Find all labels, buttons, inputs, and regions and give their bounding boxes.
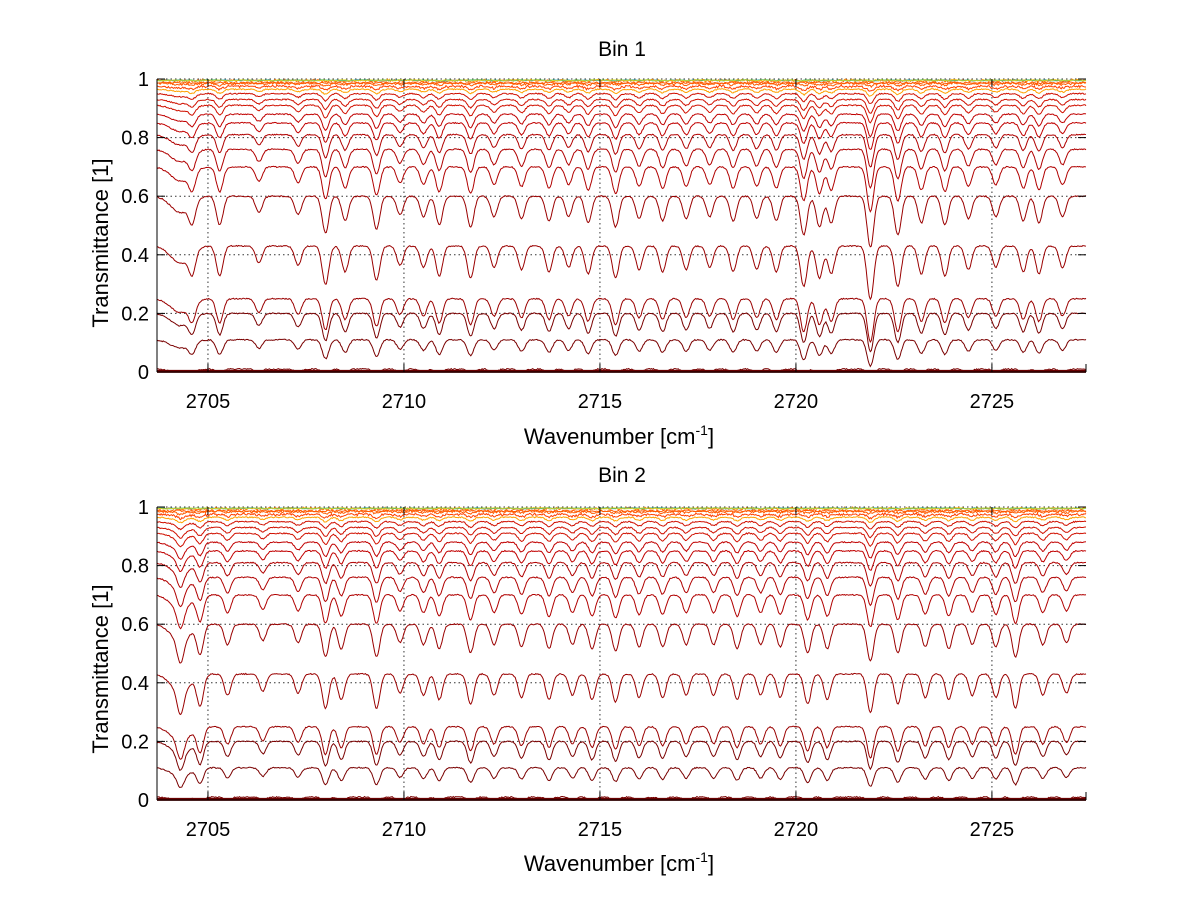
chart-title: Bin 2 (598, 464, 646, 487)
x-axis-label-superscript: -1 (696, 422, 709, 438)
x-axis-label-superscript: -1 (696, 849, 709, 865)
x-axis-label-end: ] (708, 851, 714, 876)
y-axis-label: Transmittance [1] (88, 158, 113, 327)
x-axis-label: Wavenumber [cm-1] (524, 849, 714, 876)
y-tick-label: 1 (138, 497, 149, 519)
series-line (156, 561, 1087, 588)
y-tick-label: 0.2 (121, 731, 149, 753)
series-line (156, 338, 1087, 368)
series-line (156, 520, 1087, 531)
subplot-bin-2: Bin 2 Transmittance [1] Wavenumber [cm-1… (88, 464, 1087, 876)
series-line (156, 740, 1087, 771)
series-group (156, 78, 1087, 373)
series-line (156, 526, 1086, 539)
x-axis-label-main: Wavenumber [cm (524, 851, 696, 876)
series-line (156, 84, 1086, 92)
series-line (156, 766, 1087, 789)
series-line (156, 312, 1086, 353)
x-tick-label: 2710 (382, 391, 427, 413)
series-line (157, 112, 1087, 138)
y-tick-labels: 0 0.2 0.4 0.6 0.8 1 (121, 69, 149, 384)
series-line (156, 81, 1087, 85)
series-line (156, 507, 1087, 510)
series-line (156, 549, 1087, 573)
axes (156, 506, 1087, 801)
series-line (156, 512, 1087, 521)
subplot-bin-1: Bin 1 Transmittance [1] Wavenumber [cm-1… (88, 38, 1087, 449)
series-line (156, 297, 1087, 343)
series-line (156, 133, 1087, 168)
series-line (156, 244, 1087, 301)
y-tick-label: 0.4 (121, 673, 149, 695)
series-line (156, 593, 1087, 630)
series-line (156, 367, 1087, 373)
series-line (156, 148, 1087, 189)
x-tick-label: 2705 (186, 819, 231, 841)
y-axis-label: Transmittance [1] (88, 584, 113, 753)
series-line (156, 165, 1087, 213)
x-tick-label: 2715 (578, 391, 623, 413)
chart-title: Bin 1 (598, 38, 646, 61)
series-line (156, 509, 1087, 513)
series-line (156, 79, 1087, 82)
series-line (156, 515, 1086, 524)
series-line (157, 194, 1087, 248)
x-tick-label: 2720 (774, 391, 819, 413)
x-tick-labels: 2705 2710 2715 2720 2725 (186, 391, 1014, 413)
series-line (156, 540, 1087, 560)
series-line (156, 575, 1087, 608)
x-tick-label: 2725 (970, 819, 1015, 841)
series-line (156, 81, 1087, 89)
x-tick-label: 2720 (774, 819, 819, 841)
y-tick-label: 0.6 (121, 614, 149, 636)
series-group (156, 506, 1087, 801)
y-tick-label: 0.4 (121, 245, 149, 267)
series-line (156, 104, 1087, 124)
series-line (156, 88, 1087, 97)
y-tick-labels: 0 0.2 0.4 0.6 0.8 1 (121, 497, 149, 812)
y-tick-label: 0.2 (121, 303, 149, 325)
y-tick-label: 0 (138, 790, 149, 812)
series-line (156, 795, 1087, 801)
series-line (156, 121, 1087, 150)
y-tick-label: 1 (138, 69, 149, 91)
series-line (156, 98, 1087, 114)
series-line (156, 622, 1087, 664)
series-line (156, 725, 1087, 760)
y-tick-label: 0.6 (121, 186, 149, 208)
series-line (156, 92, 1087, 104)
series-line (156, 509, 1087, 516)
series-line (157, 532, 1087, 548)
y-tick-label: 0.8 (121, 128, 149, 150)
y-tick-label: 0.8 (121, 556, 149, 578)
x-axis-label: Wavenumber [cm-1] (524, 422, 714, 449)
x-tick-labels: 2705 2710 2715 2720 2725 (186, 819, 1014, 841)
x-tick-label: 2725 (970, 391, 1015, 413)
x-axis-label-main: Wavenumber [cm (524, 424, 696, 449)
y-tick-label: 0 (138, 362, 149, 384)
axes (156, 78, 1087, 373)
series-line (156, 672, 1087, 716)
x-axis-label-end: ] (708, 424, 714, 449)
x-tick-label: 2715 (578, 819, 623, 841)
x-tick-label: 2705 (186, 391, 231, 413)
x-tick-label: 2710 (382, 819, 427, 841)
